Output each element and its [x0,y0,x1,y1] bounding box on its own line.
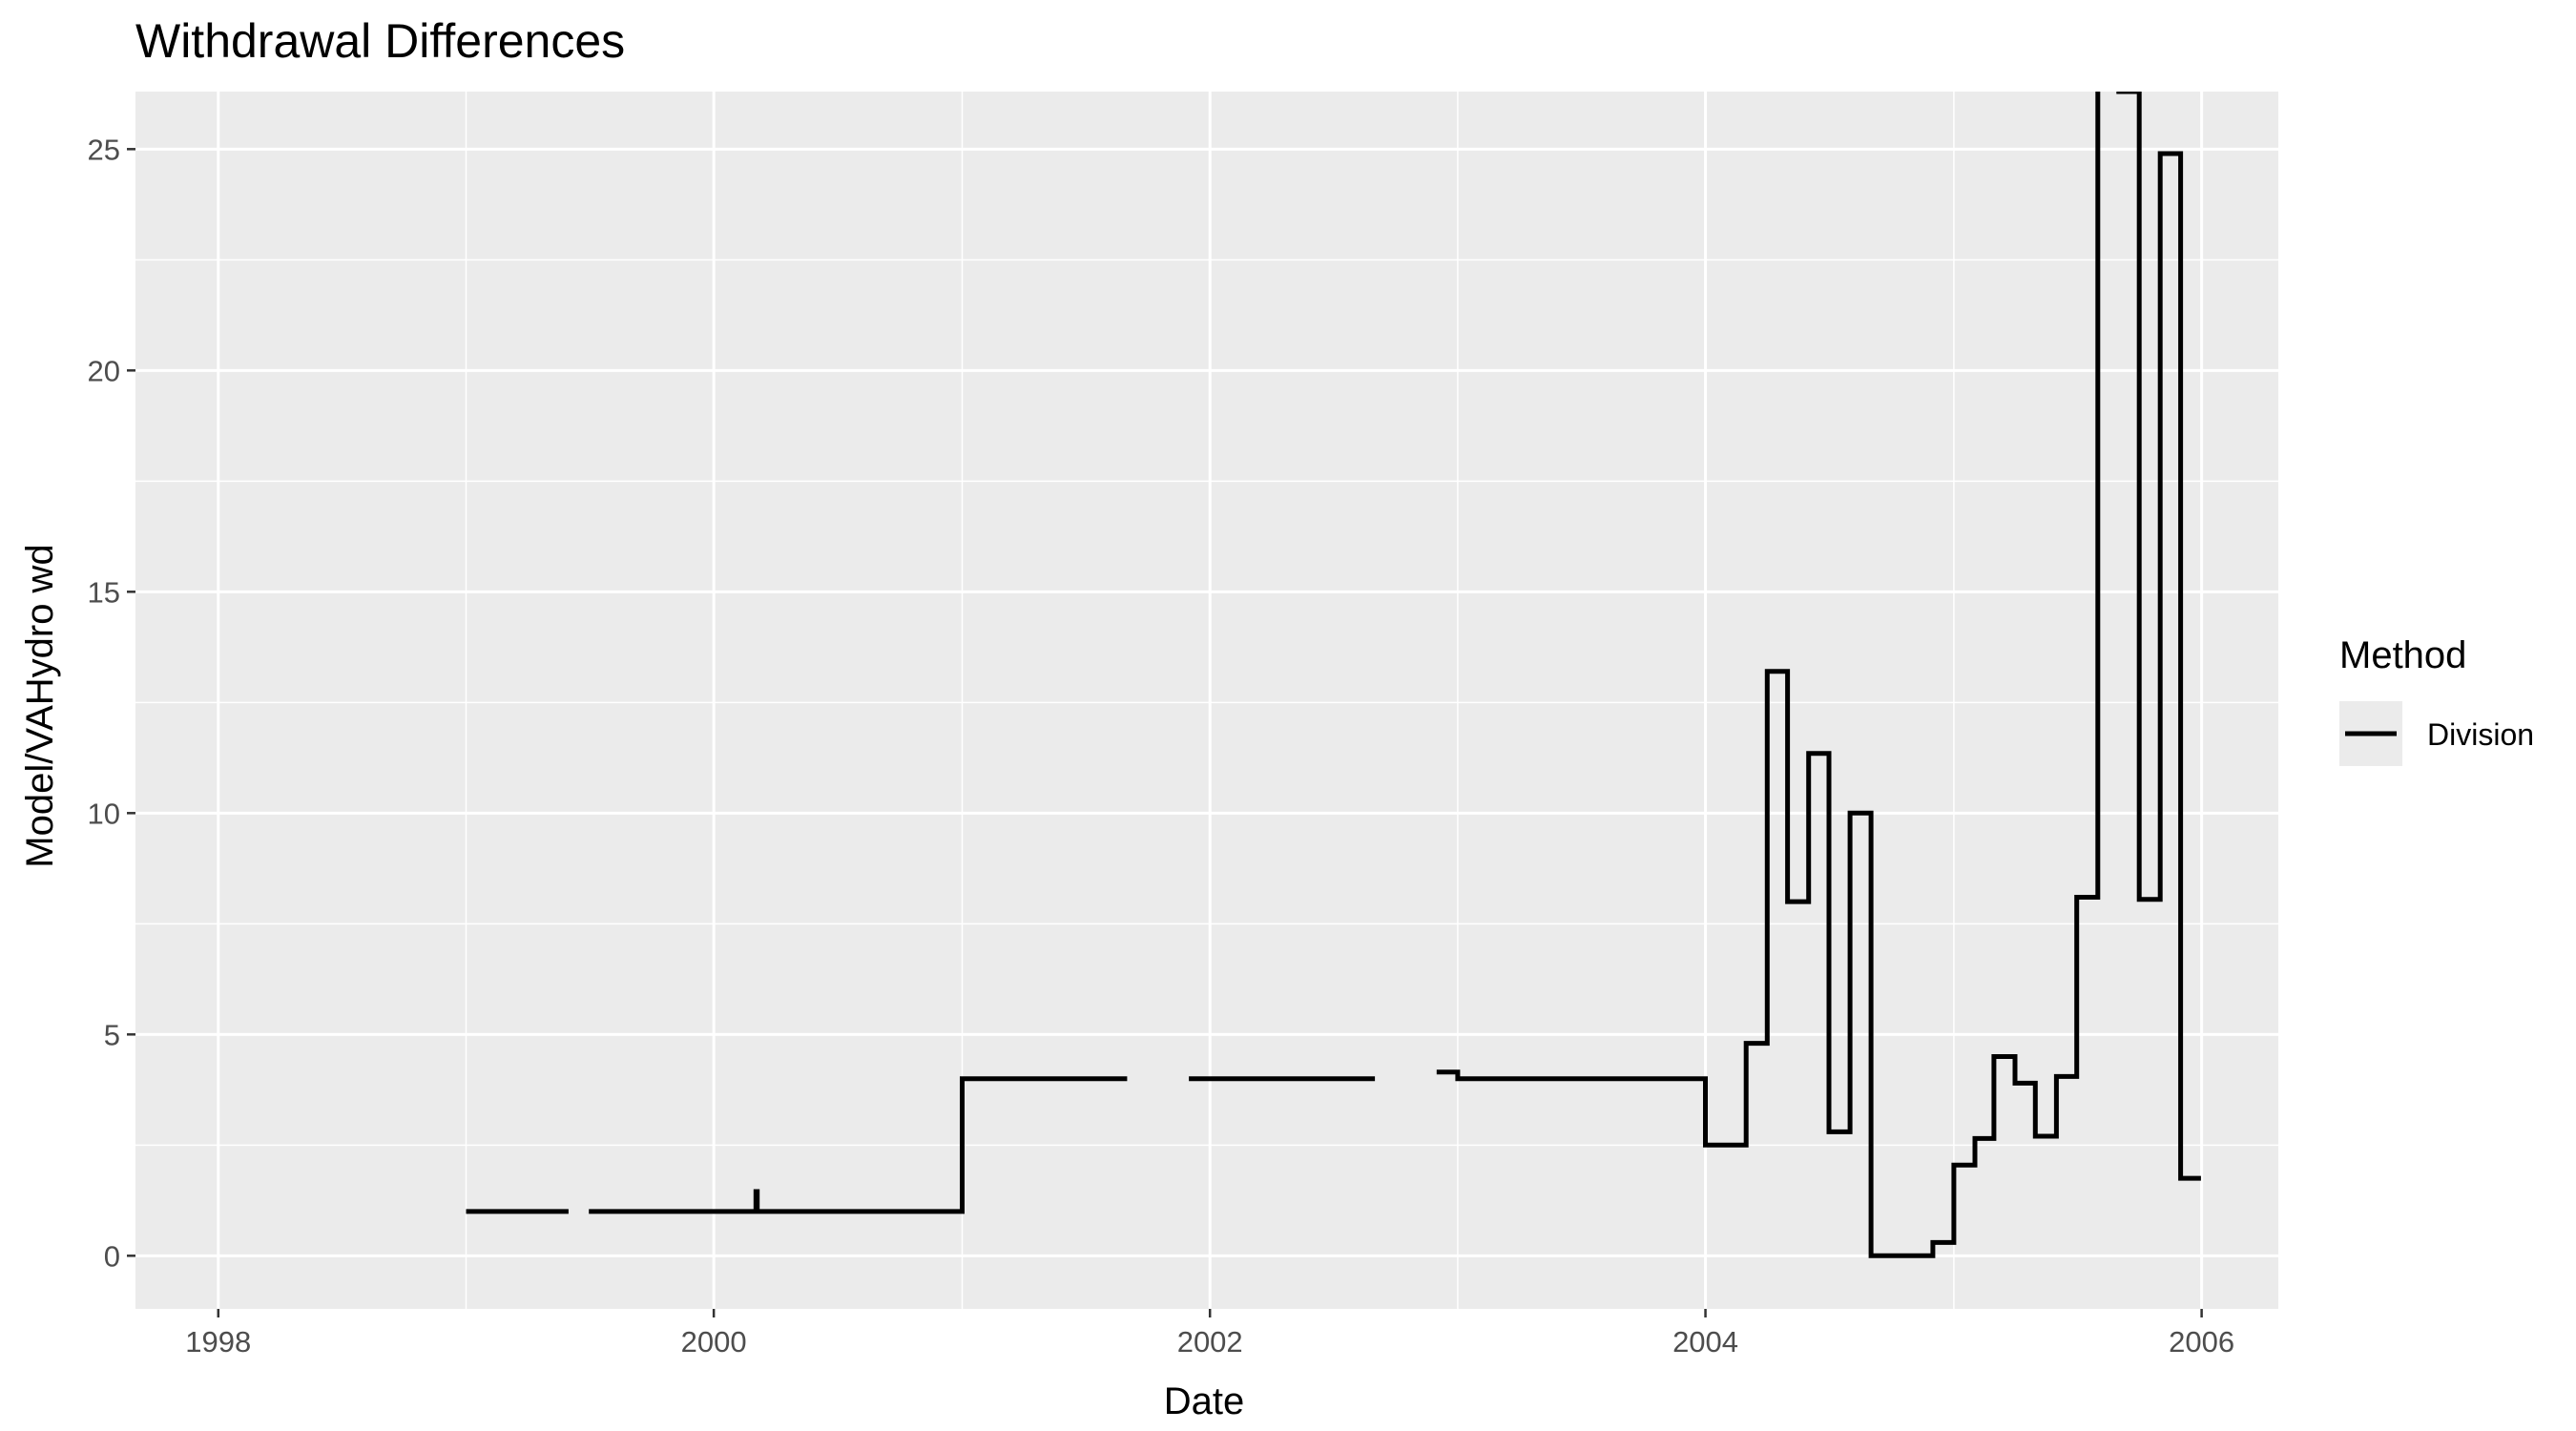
y-axis: 0 5 10 15 20 25 [88,133,135,1273]
legend-label-division: Division [2427,717,2534,752]
y-tick-label: 15 [88,575,120,609]
chart-title: Withdrawal Differences [135,14,625,68]
y-axis-title: Model/VAHydro wd [19,544,61,867]
x-tick-label: 1998 [185,1325,251,1358]
y-tick-label: 25 [88,133,120,166]
y-tick-label: 10 [88,797,120,830]
series-layer [466,92,2201,1258]
series-division-segment-3 [1436,92,2201,1258]
y-tick-label: 5 [104,1018,120,1051]
legend-title: Method [2339,634,2466,676]
plot-panel [135,92,2278,1309]
series-division-segment-1 [589,1076,1128,1214]
y-tick-label: 20 [88,354,120,387]
x-tick-label: 2000 [681,1325,747,1358]
y-tick-label: 0 [104,1239,120,1273]
x-tick-label: 2004 [1672,1325,1738,1358]
legend: Method Division [2339,634,2534,766]
x-tick-label: 2006 [2169,1325,2234,1358]
minor-gridlines [135,92,2278,1309]
x-axis: 1998 2000 2002 2004 2006 [185,1309,2234,1358]
x-tick-label: 2002 [1177,1325,1243,1358]
x-axis-title: Date [1164,1380,1245,1422]
